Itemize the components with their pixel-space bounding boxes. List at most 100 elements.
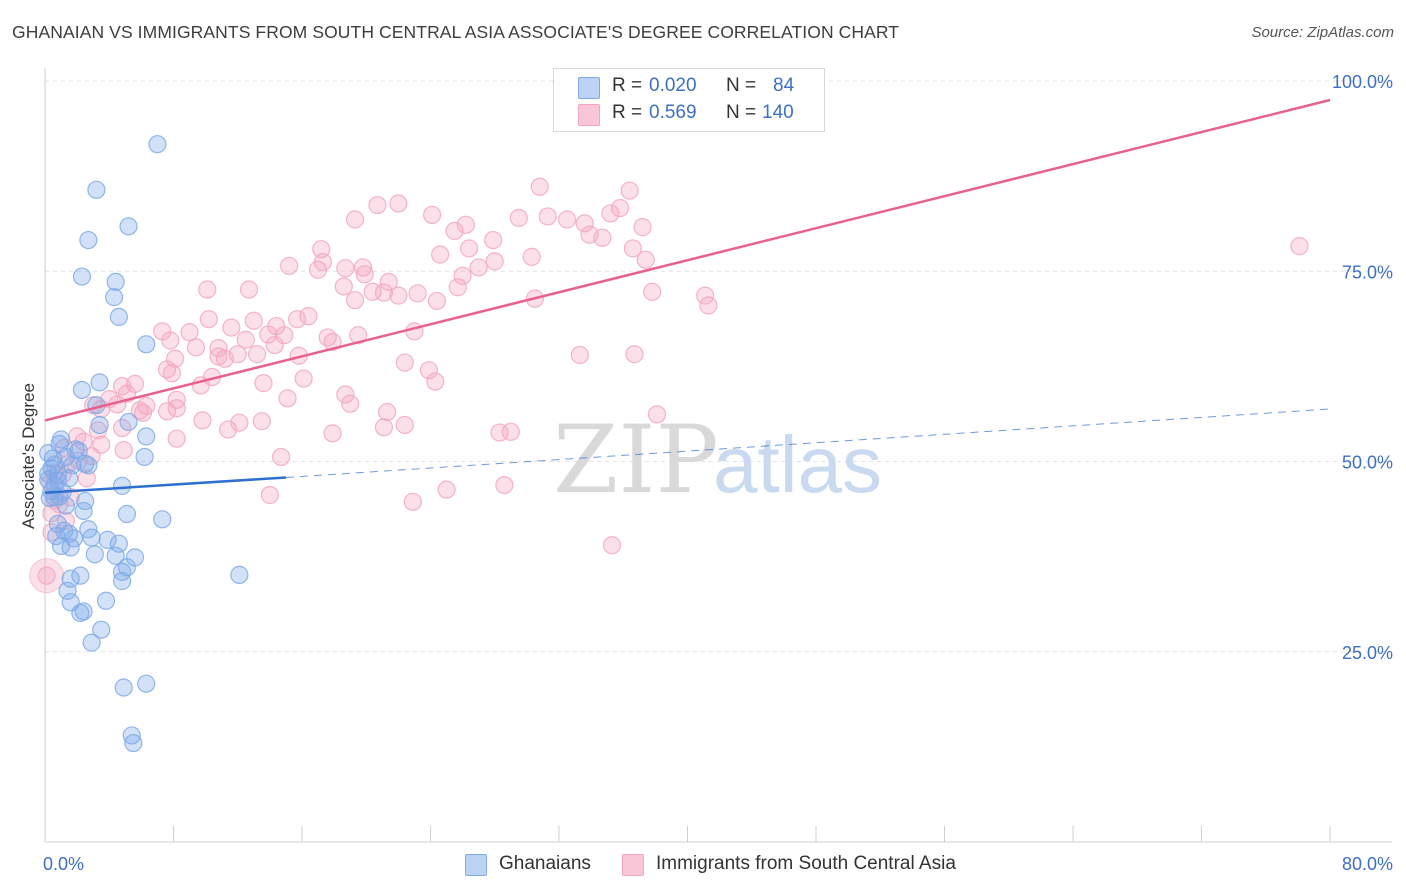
point-immigrants	[403, 492, 422, 511]
point-ghanaians	[50, 434, 69, 454]
point-immigrants	[389, 194, 408, 213]
point-immigrants	[114, 440, 133, 460]
point-immigrants	[538, 207, 557, 226]
point-immigrants	[247, 345, 267, 364]
point-immigrants	[501, 422, 520, 441]
watermark-atlas: atlas	[713, 420, 882, 509]
point-immigrants	[157, 402, 177, 421]
x-tick-label-min: 0.0%	[43, 854, 84, 874]
legend: R = 0.020 N = 84 R = 0.569 N = 140	[553, 68, 825, 132]
point-ghanaians	[148, 135, 167, 154]
point-ghanaians	[82, 633, 101, 652]
trend-lines	[44, 98, 1331, 494]
bottom-legend-label: Ghanaians	[499, 853, 591, 874]
legend-n-label: N =	[726, 102, 757, 123]
point-immigrants	[278, 389, 297, 408]
y-axis-label: Associate's Degree	[19, 383, 38, 529]
point-ghanaians	[124, 733, 143, 753]
point-ghanaians	[112, 476, 132, 495]
trend-line-ghanaians-extended	[285, 408, 1331, 478]
point-immigrants	[699, 296, 718, 315]
point-ghanaians	[119, 412, 138, 432]
point-immigrants	[469, 258, 488, 277]
bottom-legend-swatch-blue	[465, 854, 487, 876]
point-ghanaians	[137, 674, 156, 693]
legend-r-label: R =	[612, 102, 643, 123]
point-immigrants	[294, 369, 313, 388]
legend-swatch-pink	[578, 104, 600, 126]
point-immigrants	[37, 566, 56, 585]
legend-n-label: N =	[726, 75, 757, 96]
point-immigrants	[379, 272, 398, 292]
point-immigrants	[623, 239, 642, 258]
point-immigrants	[341, 394, 360, 413]
point-ghanaians	[87, 180, 106, 199]
point-immigrants	[557, 210, 577, 229]
point-immigrants	[288, 310, 307, 329]
point-immigrants	[199, 310, 218, 329]
point-ghanaians	[90, 373, 109, 392]
point-ghanaians	[104, 288, 124, 307]
point-ghanaians	[47, 526, 66, 546]
point-immigrants	[157, 360, 177, 379]
point-immigrants	[193, 411, 212, 430]
y-tick-label: 75.0%	[1342, 262, 1393, 282]
point-immigrants	[445, 221, 464, 241]
point-ghanaians	[112, 571, 132, 591]
point-immigrants	[419, 361, 438, 380]
point-immigrants	[198, 280, 217, 299]
point-immigrants	[456, 215, 475, 234]
point-immigrants	[334, 277, 353, 296]
legend-r-value: 0.020	[649, 75, 697, 96]
point-ghanaians	[109, 307, 128, 327]
point-immigrants	[236, 330, 255, 349]
point-immigrants	[336, 385, 355, 404]
point-ghanaians	[39, 470, 58, 489]
legend-swatch-blue	[578, 77, 600, 99]
point-immigrants	[448, 278, 467, 297]
point-immigrants	[353, 258, 373, 277]
chart-source: Source: ZipAtlas.com	[1251, 24, 1394, 41]
point-immigrants	[1290, 237, 1309, 256]
point-immigrants	[620, 181, 639, 200]
point-immigrants	[378, 402, 397, 422]
point-immigrants	[395, 415, 414, 435]
point-immigrants	[239, 280, 259, 299]
point-ghanaians	[79, 456, 98, 475]
point-immigrants	[368, 195, 387, 215]
point-immigrants	[610, 198, 630, 218]
point-immigrants	[647, 405, 667, 424]
point-immigrants	[260, 485, 279, 505]
chart-title: GHANAIAN VS IMMIGRANTS FROM SOUTH CENTRA…	[12, 22, 900, 42]
point-ghanaians	[135, 447, 154, 467]
point-ghanaians	[230, 565, 249, 584]
point-immigrants	[431, 245, 450, 264]
point-ghanaians	[51, 536, 71, 556]
point-ghanaians	[114, 678, 133, 697]
point-immigrants	[345, 210, 365, 229]
point-immigrants	[265, 335, 284, 355]
point-immigrants	[323, 424, 342, 443]
point-immigrants	[272, 447, 291, 467]
point-immigrants	[336, 259, 355, 278]
point-immigrants	[570, 345, 589, 365]
point-immigrants	[495, 475, 514, 495]
point-immigrants	[405, 322, 424, 341]
point-ghanaians	[119, 217, 138, 236]
point-ghanaians	[69, 441, 88, 460]
point-ghanaians	[122, 726, 141, 745]
watermark: ZIP atlas	[553, 406, 882, 515]
point-ghanaians	[112, 562, 132, 581]
point-immigrants	[244, 311, 263, 330]
point-immigrants	[423, 205, 442, 225]
point-immigrants	[643, 282, 662, 301]
point-ghanaians	[72, 267, 92, 286]
point-immigrants	[215, 349, 234, 368]
point-immigrants	[636, 250, 655, 269]
point-immigrants	[318, 328, 337, 347]
point-ghanaians	[92, 620, 111, 639]
point-immigrants	[219, 420, 238, 439]
point-immigrants	[625, 345, 644, 364]
point-immigrants-large	[29, 558, 65, 594]
trend-line-ghanaians	[44, 476, 287, 494]
